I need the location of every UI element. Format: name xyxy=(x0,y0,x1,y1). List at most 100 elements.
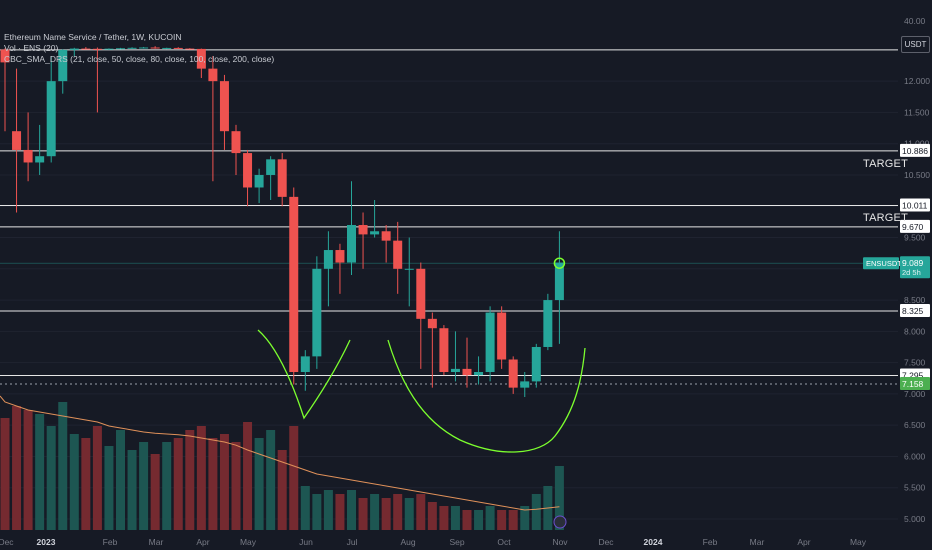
volume-bar xyxy=(231,442,241,530)
y-tick-label: 7.500 xyxy=(904,358,926,368)
level-price-label: 8.325 xyxy=(902,306,924,316)
candle-body xyxy=(243,153,253,188)
candle-body xyxy=(312,268,322,357)
candle-body xyxy=(104,48,114,50)
level-price-label: 10.011 xyxy=(902,201,928,211)
last-price-tag xyxy=(900,256,930,279)
candle-body xyxy=(196,48,206,69)
candle-body xyxy=(531,346,541,382)
x-tick-label: Jul xyxy=(347,537,358,547)
volume-bar xyxy=(485,506,495,530)
x-tick-label: Oct xyxy=(497,537,511,547)
x-tick-label: Feb xyxy=(703,537,718,547)
y-tick-label: 40.00 xyxy=(904,16,926,26)
volume-bar xyxy=(92,426,102,530)
volume-bar xyxy=(335,494,345,530)
candle-body xyxy=(69,48,79,50)
symbol-title[interactable]: Ethereum Name Service / Tether, 1W, KUCO… xyxy=(4,32,182,42)
volume-bar xyxy=(162,442,172,530)
candle-body xyxy=(462,368,472,376)
volume-bar xyxy=(439,506,449,530)
candle-body xyxy=(393,240,403,269)
candle-body xyxy=(323,250,333,269)
candle-body xyxy=(46,81,56,157)
candle-body xyxy=(254,174,264,188)
volume-bar xyxy=(139,442,149,530)
volume-bar xyxy=(554,466,564,530)
x-tick-label: May xyxy=(240,537,257,547)
y-tick-label: 8.500 xyxy=(904,295,926,305)
volume-bar xyxy=(347,490,356,530)
x-tick-label: Feb xyxy=(103,537,118,547)
volume-bar xyxy=(104,446,114,530)
volume-bar xyxy=(497,510,507,530)
volume-bar xyxy=(46,426,56,530)
candle-body xyxy=(485,312,495,373)
volume-bar xyxy=(266,430,276,530)
double-bottom-curve-left xyxy=(257,329,351,420)
candle-body xyxy=(370,231,380,235)
y-tick-label: 9.500 xyxy=(904,233,926,243)
x-tick-label: Mar xyxy=(149,537,164,547)
candle-body xyxy=(139,47,149,49)
event-flag-icon xyxy=(553,515,567,529)
candle-body xyxy=(81,48,91,50)
candle-body xyxy=(208,68,218,82)
x-tick-label: Aug xyxy=(400,537,415,547)
candle-body xyxy=(35,156,45,163)
chart-legend: Ethereum Name Service / Tether, 1W, KUCO… xyxy=(4,32,274,65)
volume-bar xyxy=(185,430,195,530)
candle-body xyxy=(404,268,414,270)
candle-body xyxy=(173,47,183,49)
candle-body xyxy=(543,300,553,347)
volume-bar xyxy=(219,434,229,530)
x-tick-label: Nov xyxy=(552,537,568,547)
level-price-tag xyxy=(900,304,930,318)
symbol-badge-label: ENSUSDT xyxy=(866,259,902,268)
candle-body xyxy=(150,47,160,49)
volume-bar xyxy=(508,510,518,530)
x-tick-label: Jun xyxy=(299,537,313,547)
y-tick-label: 5.500 xyxy=(904,483,926,493)
volume-bar xyxy=(150,454,160,530)
candle-body xyxy=(58,49,68,82)
y-tick-label: 12.000 xyxy=(904,76,930,86)
candle-body xyxy=(116,48,125,50)
symbol-badge xyxy=(863,257,899,270)
level-price-tag xyxy=(900,198,930,212)
candle-body xyxy=(185,48,195,50)
volume-bar xyxy=(474,510,484,530)
volume-bar xyxy=(127,450,137,530)
volume-bar xyxy=(358,498,368,530)
candle-body xyxy=(450,368,460,373)
y-tick-label: 5.000 xyxy=(904,514,926,524)
candle-body xyxy=(347,225,356,263)
dashed-level-tag xyxy=(900,377,930,391)
candle-body xyxy=(497,312,507,360)
volume-bar xyxy=(300,486,310,530)
volume-bar xyxy=(393,494,403,530)
volume-bar xyxy=(312,494,322,530)
volume-bar xyxy=(450,506,460,530)
y-tick-label: 11.500 xyxy=(904,107,930,117)
candle-body xyxy=(358,225,368,235)
x-tick-label: May xyxy=(850,537,867,547)
volume-bar xyxy=(289,426,299,530)
volume-bar xyxy=(23,410,33,530)
volume-bar xyxy=(416,494,426,530)
x-tick-label: Dec xyxy=(598,537,614,547)
candle-body xyxy=(335,250,345,263)
x-tick-label: Mar xyxy=(750,537,765,547)
candle-body xyxy=(266,159,276,175)
sma-indicator-label[interactable]: CBC_SMA_DRS (21, close, 50, close, 80, c… xyxy=(4,54,275,64)
level-price-tag xyxy=(900,143,930,157)
volume-bar xyxy=(81,438,91,530)
x-tick-label: Apr xyxy=(196,537,209,547)
countdown-label: 2d 5h xyxy=(902,268,921,277)
currency-badge[interactable]: USDT xyxy=(901,36,930,53)
volume-indicator-label[interactable]: Vol · ENS (20) xyxy=(4,43,59,53)
candle-body xyxy=(300,356,310,373)
volume-bar xyxy=(116,430,125,530)
candle-body xyxy=(277,159,287,197)
